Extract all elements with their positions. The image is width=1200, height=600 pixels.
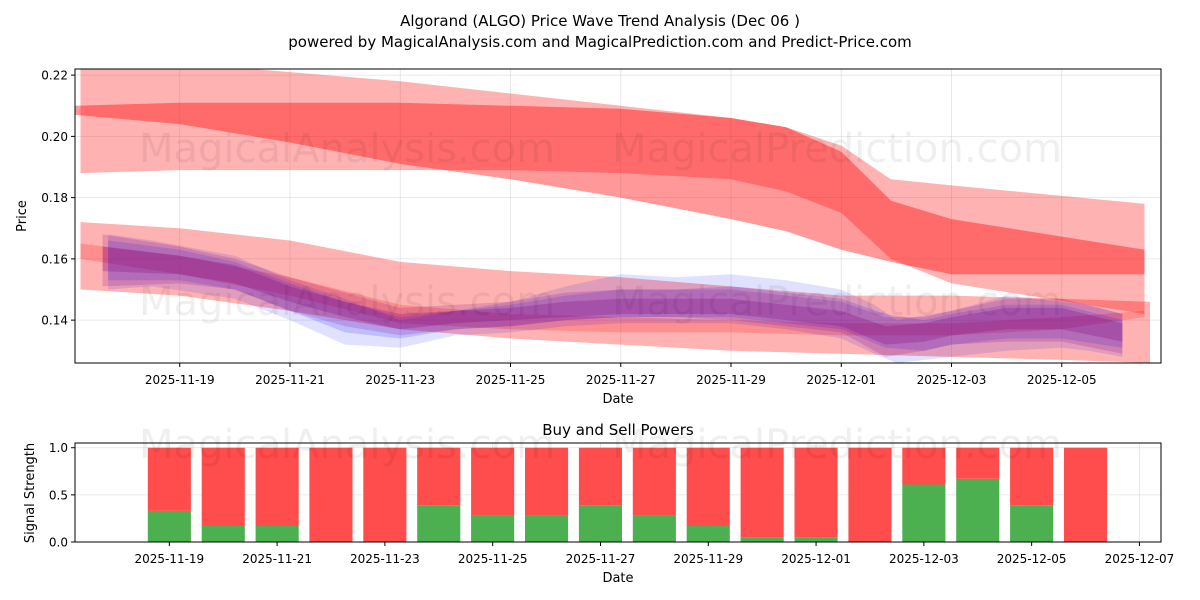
bar-xtick-label-9: 2025-12-07: [1105, 552, 1175, 566]
price-x-axis-label: Date: [602, 392, 633, 407]
watermark-magicalprediction-3: MagicalPrediction.com: [612, 422, 1062, 468]
buy-bar-8: [578, 505, 622, 542]
bar-marks: [147, 447, 1108, 542]
price-xtick-label-2: 2025-11-23: [365, 373, 435, 387]
buy-bar-11: [740, 537, 784, 542]
price-y-axis-label: Price: [15, 200, 30, 232]
buy-bar-12: [794, 537, 838, 542]
sell-bar-16: [1010, 447, 1054, 506]
red-band-lower-wide: [80, 222, 1150, 363]
sell-bar-7: [525, 447, 569, 516]
watermark-magicalanalysis: MagicalAnalysis.com: [139, 126, 555, 172]
purple-band-wave-b: [102, 246, 1123, 345]
sell-bar-5: [417, 447, 461, 506]
red-band-upper-wide: [80, 69, 1145, 314]
buy-bar-16: [1010, 505, 1054, 542]
sell-bar-15: [956, 447, 1000, 479]
sell-bar-4: [363, 447, 407, 542]
buy-bar-9: [632, 515, 676, 542]
bar-xtick-label-5: 2025-11-29: [673, 552, 743, 566]
price-ytick-label-1: 0.16: [41, 252, 68, 266]
sell-bar-10: [686, 447, 730, 526]
sell-bar-12: [794, 447, 838, 538]
figure-title-line1: Algorand (ALGO) Price Wave Trend Analysi…: [400, 12, 800, 30]
sell-bar-1: [201, 447, 245, 526]
buy-sell-chart: Buy and Sell Powers MagicalAnalysis.com …: [23, 421, 1174, 586]
price-xtick-label-4: 2025-11-27: [586, 373, 656, 387]
price-axes-frame: [74, 68, 1162, 364]
purple-band-wave-a: [102, 234, 1123, 357]
buy-bar-2: [255, 526, 299, 542]
bar-xtick-label-2: 2025-11-23: [350, 552, 420, 566]
buy-sell-title: Buy and Sell Powers: [542, 421, 694, 439]
bar-xtick-label-3: 2025-11-25: [458, 552, 528, 566]
bar-xtick-label-6: 2025-12-01: [781, 552, 851, 566]
buy-bar-7: [525, 515, 569, 542]
price-y-ticks: 0.14 0.16 0.18 0.20 0.22: [41, 69, 75, 328]
sell-bar-2: [255, 447, 299, 526]
price-chart: MagicalAnalysis.com MagicalPrediction.co…: [15, 68, 1162, 407]
price-xtick-label-7: 2025-12-03: [917, 373, 987, 387]
sell-bar-8: [578, 447, 622, 506]
watermark-magicalanalysis-3: MagicalAnalysis.com: [139, 422, 555, 468]
bar-axes-frame: [74, 442, 1162, 543]
price-ytick-label-3: 0.20: [41, 130, 68, 144]
price-xtick-label-6: 2025-12-01: [806, 373, 876, 387]
sell-bar-13: [848, 447, 892, 542]
sell-bar-14: [902, 447, 946, 485]
bar-ytick-label-2: 1.0: [49, 441, 68, 455]
bar-xtick-label-4: 2025-11-27: [566, 552, 636, 566]
price-x-ticks: 2025-11-19 2025-11-21 2025-11-23 2025-11-25…: [145, 363, 1097, 387]
buy-bar-14: [902, 484, 946, 542]
watermark-magicalprediction-2: MagicalPrediction.com: [612, 279, 1062, 325]
bar-xtick-label-8: 2025-12-05: [997, 552, 1067, 566]
price-xtick-label-1: 2025-11-21: [255, 373, 325, 387]
sell-bar-11: [740, 447, 784, 538]
price-ytick-label-4: 0.22: [41, 69, 68, 83]
watermark-magicalprediction: MagicalPrediction.com: [612, 126, 1062, 172]
sell-bar-0: [147, 447, 191, 511]
sell-bar-17: [1064, 447, 1108, 542]
blue-band-wave-1: [108, 234, 1123, 363]
price-xtick-label-3: 2025-11-25: [476, 373, 546, 387]
sell-bar-3: [309, 447, 353, 542]
sell-bar-9: [632, 447, 676, 516]
buy-bar-0: [147, 510, 191, 542]
bar-y-axis-label: Signal Strength: [23, 443, 38, 543]
buy-bar-1: [201, 526, 245, 542]
watermark-magicalanalysis-2: MagicalAnalysis.com: [139, 279, 555, 325]
bar-x-ticks: 2025-11-19 2025-11-21 2025-11-23 2025-11-25…: [134, 542, 1174, 566]
sell-bar-6: [471, 447, 515, 516]
price-ytick-label-2: 0.18: [41, 191, 68, 205]
buy-bar-10: [686, 526, 730, 542]
bar-watermarks: MagicalAnalysis.com MagicalPrediction.co…: [139, 422, 1062, 468]
blue-band-wave-2: [108, 240, 1123, 351]
red-band-lower-core: [80, 243, 1145, 336]
price-xtick-label-0: 2025-11-19: [145, 373, 215, 387]
bar-xtick-label-7: 2025-12-03: [889, 552, 959, 566]
bar-ytick-label-1: 0.5: [49, 488, 68, 502]
price-watermarks: MagicalAnalysis.com MagicalPrediction.co…: [139, 126, 1062, 325]
bar-ytick-label-0: 0.0: [49, 536, 68, 550]
price-bands: [75, 69, 1150, 363]
price-xtick-label-8: 2025-12-05: [1027, 373, 1097, 387]
bar-xtick-label-0: 2025-11-19: [134, 552, 204, 566]
price-ytick-label-0: 0.14: [41, 314, 68, 328]
price-grid: [75, 69, 1161, 363]
bar-xtick-label-1: 2025-11-21: [242, 552, 312, 566]
price-xtick-label-5: 2025-11-29: [696, 373, 766, 387]
figure-title-line2: powered by MagicalAnalysis.com and Magic…: [288, 33, 912, 51]
buy-bar-5: [417, 505, 461, 542]
bar-x-axis-label: Date: [602, 571, 633, 586]
buy-bar-6: [471, 515, 515, 542]
buy-bar-15: [956, 478, 1000, 542]
bar-y-ticks: 0.0 0.5 1.0: [49, 441, 75, 550]
red-band-upper-core: [75, 102, 1145, 275]
